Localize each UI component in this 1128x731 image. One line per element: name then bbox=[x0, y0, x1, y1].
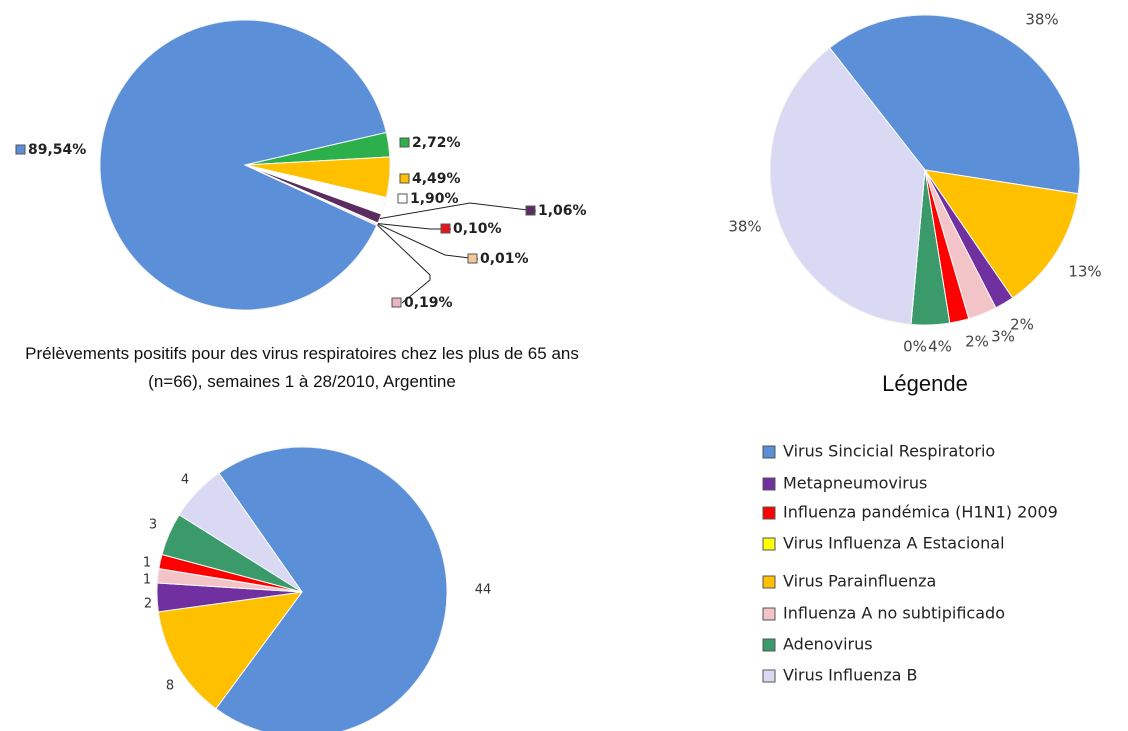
label-swatch bbox=[391, 297, 402, 308]
legend-label: Influenza pandémica (H1N1) 2009 bbox=[783, 503, 1058, 522]
legend-swatch bbox=[762, 506, 776, 520]
label-swatch bbox=[467, 253, 478, 264]
data-label: 2% bbox=[1010, 316, 1034, 334]
legend-swatch bbox=[762, 638, 776, 652]
data-label: 4 bbox=[181, 473, 189, 488]
data-label: 0,10% bbox=[453, 221, 502, 237]
legend-swatch bbox=[762, 669, 776, 683]
data-label: 44 bbox=[475, 583, 492, 598]
legend-title: Légende bbox=[882, 371, 968, 396]
data-label: 1,06% bbox=[538, 203, 587, 219]
label-swatch bbox=[440, 223, 451, 234]
data-label: 3 bbox=[149, 518, 157, 533]
legend-swatch bbox=[762, 607, 776, 621]
legend-label: Virus Parainfluenza bbox=[783, 572, 936, 591]
data-label: 13% bbox=[1068, 263, 1101, 281]
label-swatch bbox=[525, 205, 536, 216]
label-swatch bbox=[399, 173, 410, 184]
legend-swatch bbox=[762, 477, 776, 491]
data-label: 3% bbox=[991, 328, 1015, 346]
data-label: 2 bbox=[144, 597, 152, 612]
data-label: 2% bbox=[965, 333, 989, 351]
label-swatch bbox=[15, 144, 26, 155]
label-swatch bbox=[397, 193, 408, 204]
data-label: 8 bbox=[166, 679, 174, 694]
leader-line bbox=[376, 224, 431, 304]
legend-label: Virus Influenza B bbox=[783, 666, 918, 685]
legend-label: Metapneumovirus bbox=[783, 474, 927, 493]
pie-outline bbox=[156, 446, 448, 731]
data-label: 1 bbox=[143, 556, 151, 571]
data-label: 1,90% bbox=[410, 191, 459, 207]
legend-swatch bbox=[762, 575, 776, 589]
leader-line bbox=[379, 202, 537, 220]
data-label: 0,19% bbox=[404, 295, 453, 311]
legend-swatch bbox=[762, 445, 776, 459]
pie-outline bbox=[769, 14, 1081, 326]
data-label: 0,01% bbox=[480, 251, 529, 267]
pie-outline bbox=[99, 19, 391, 311]
legend-swatch bbox=[762, 537, 776, 551]
data-label: 2,72% bbox=[412, 135, 461, 151]
data-label: 4,49% bbox=[412, 171, 461, 187]
leader-line bbox=[377, 222, 451, 230]
data-label: 4% bbox=[928, 338, 952, 356]
data-label: 38% bbox=[728, 218, 761, 236]
legend-label: Adenovirus bbox=[783, 635, 873, 654]
legend-label: Influenza A no subtipificado bbox=[783, 604, 1005, 623]
data-label: 89,54% bbox=[28, 142, 86, 158]
legend-label: Virus Sincicial Respiratorio bbox=[783, 442, 995, 461]
label-swatch bbox=[399, 137, 410, 148]
legend-label: Virus Influenza A Estacional bbox=[783, 534, 1005, 553]
data-label: 38% bbox=[1025, 11, 1058, 29]
chart-title: Prélèvements positifs pour des virus res… bbox=[25, 344, 579, 391]
data-label: 1 bbox=[143, 573, 151, 588]
leader-line bbox=[377, 223, 479, 260]
data-label: 0% bbox=[903, 338, 927, 356]
